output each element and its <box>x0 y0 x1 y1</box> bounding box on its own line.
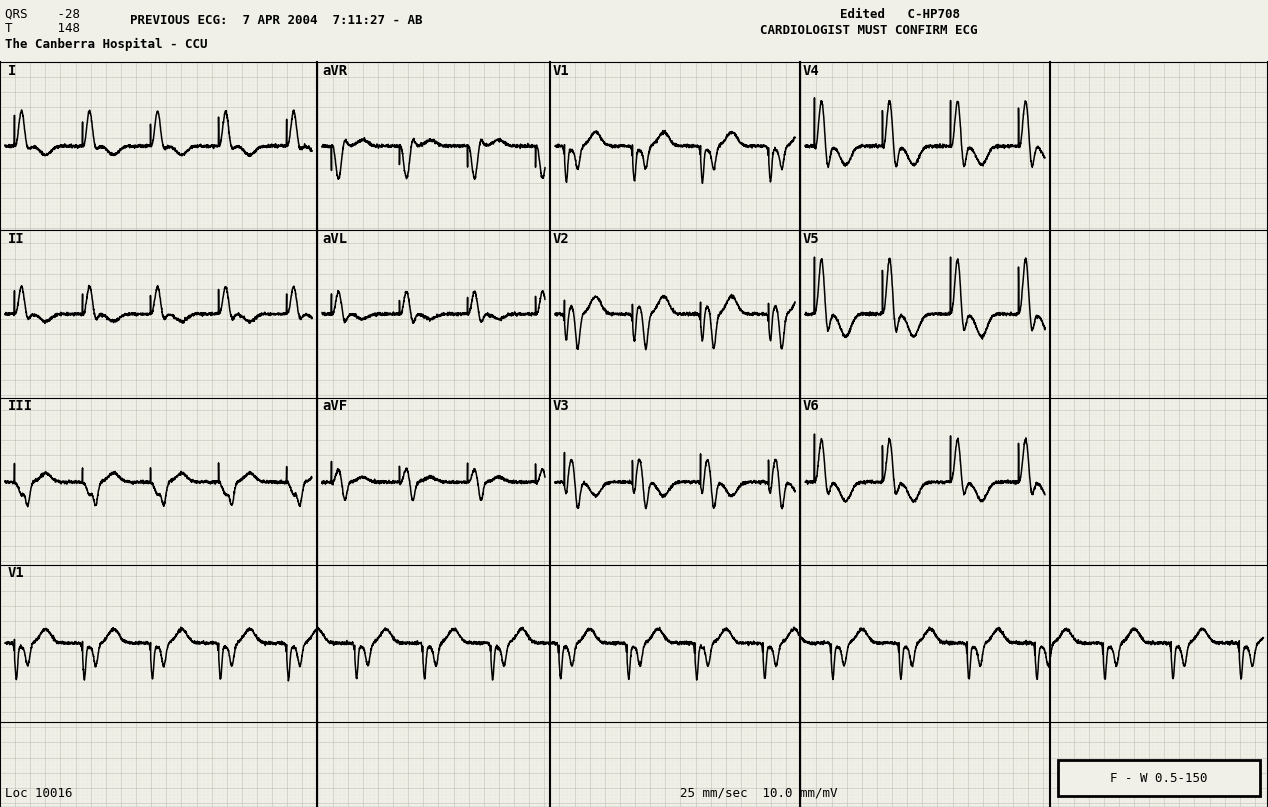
Text: Edited   C-HP708: Edited C-HP708 <box>839 8 960 21</box>
Text: 25 mm/sec  10.0 mm/mV: 25 mm/sec 10.0 mm/mV <box>680 787 837 800</box>
Text: aVL: aVL <box>322 232 347 246</box>
Text: T      148: T 148 <box>5 22 80 35</box>
Text: F - W 0.5-150: F - W 0.5-150 <box>1111 771 1207 784</box>
Text: V5: V5 <box>803 232 819 246</box>
Text: V2: V2 <box>553 232 569 246</box>
Text: I: I <box>8 64 16 78</box>
Text: V1: V1 <box>553 64 569 78</box>
Text: PREVIOUS ECG:  7 APR 2004  7:11:27 - AB: PREVIOUS ECG: 7 APR 2004 7:11:27 - AB <box>131 14 422 27</box>
Text: V4: V4 <box>803 64 819 78</box>
Text: V1: V1 <box>8 566 25 580</box>
Text: aVF: aVF <box>322 399 347 413</box>
Text: V3: V3 <box>553 399 569 413</box>
Text: Loc 10016: Loc 10016 <box>5 787 72 800</box>
Bar <box>1058 760 1260 796</box>
Text: aVR: aVR <box>322 64 347 78</box>
Text: II: II <box>8 232 25 246</box>
Text: QRS    -28: QRS -28 <box>5 8 80 21</box>
Text: The Canberra Hospital - CCU: The Canberra Hospital - CCU <box>5 38 208 51</box>
Text: CARDIOLOGIST MUST CONFIRM ECG: CARDIOLOGIST MUST CONFIRM ECG <box>760 24 978 37</box>
Text: III: III <box>8 399 33 413</box>
Text: V6: V6 <box>803 399 819 413</box>
